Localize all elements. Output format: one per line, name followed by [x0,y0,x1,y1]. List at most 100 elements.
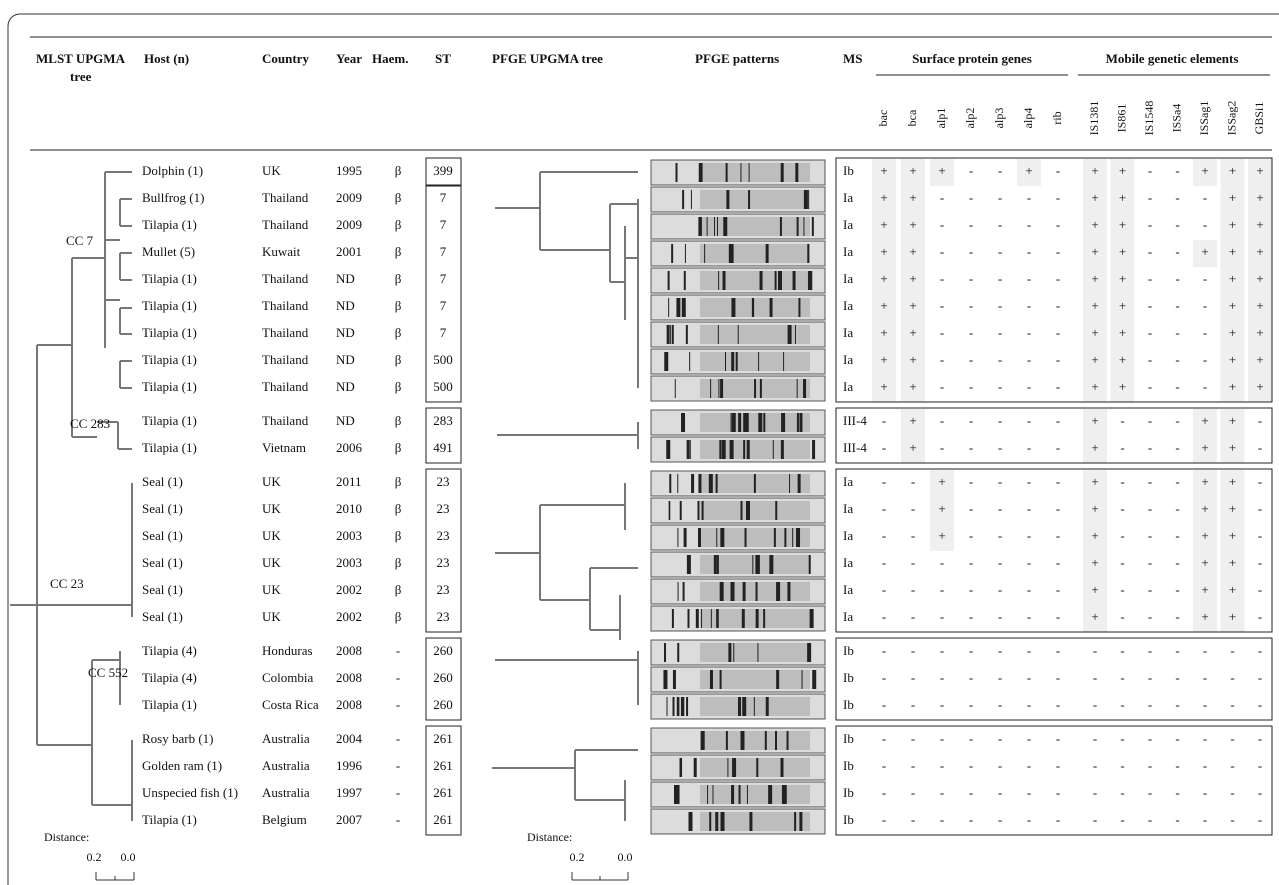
scale-label: 0.0 [121,850,136,864]
cell-shade [1110,186,1135,213]
mlst-tree [10,171,133,821]
gene-cell: - [998,785,1002,800]
cc-label: CC 283 [70,416,110,431]
mge-cell: + [1119,298,1126,313]
mge-cell: + [1119,244,1126,259]
gene-cell: - [998,697,1002,712]
gene-cell: - [998,528,1002,543]
mge-cell: - [1175,758,1179,773]
mge-cell: + [1256,271,1263,286]
cell-shade [1220,605,1245,632]
gene-cell: - [1027,298,1031,313]
gene-cell: - [1027,609,1031,624]
mge-cell: + [1256,379,1263,394]
ms: Ia [843,217,853,232]
cell-shade [1248,375,1272,402]
mge-label: ISSa4 [1169,104,1183,133]
gene-cell: - [969,413,973,428]
gel-lane [650,240,826,267]
mge-cell: + [1119,352,1126,367]
gene-cell: + [880,352,887,367]
ms: Ia [843,555,853,570]
gene-cell: - [911,474,915,489]
ms: Ia [843,325,853,340]
mge-cell: - [1148,582,1152,597]
trees [10,171,639,821]
distance-label: Distance: [527,830,572,844]
gene-cell: + [909,244,916,259]
year: ND [336,298,355,313]
host: Tilapia (1) [142,812,197,827]
year: 1996 [336,758,363,773]
mge-cell: - [1258,785,1262,800]
gene-label: rib [1050,111,1064,124]
cell-shade [1083,578,1107,605]
st: 7 [440,217,447,232]
mge-cell: + [1201,582,1208,597]
mge-cell: - [1175,812,1179,827]
gene-cell: + [1025,163,1032,178]
st: 7 [440,325,447,340]
lane-smear [700,528,810,547]
mge-cell: - [1148,413,1152,428]
gel-lane [650,159,826,186]
haem: β [395,244,402,259]
gene-cell: - [998,271,1002,286]
haem: β [395,298,402,313]
mge-cell: - [1175,582,1179,597]
lane-smear [700,190,810,209]
cell-shade [872,186,896,213]
country: Thailand [262,190,309,205]
mge-cell: + [1091,501,1098,516]
mge-cell: + [1256,217,1263,232]
mge-cell: + [1201,609,1208,624]
gene-cell: - [882,440,886,455]
st: 23 [437,555,450,570]
cell-shade [1248,294,1272,321]
mge-cell: - [1148,190,1152,205]
mge-cell: - [1203,785,1207,800]
mge-cell: + [1256,352,1263,367]
gene-cell: - [1056,440,1060,455]
cell-shade [1248,213,1272,240]
mge-cell: - [1258,440,1262,455]
mge-cell: + [1119,163,1126,178]
mge-cell: - [1148,812,1152,827]
cell-shade [1110,213,1135,240]
mge-label: IS1381 [1087,101,1101,136]
mge-cell: - [1258,413,1262,428]
country: Belgium [262,812,307,827]
year: 2003 [336,555,362,570]
gene-cell: - [969,440,973,455]
haem: β [395,609,402,624]
mge-cell: + [1091,163,1098,178]
cell-shade [901,409,925,436]
st: 7 [440,244,447,259]
gene-cell: - [940,440,944,455]
year: 2009 [336,190,362,205]
gene-cell: - [969,298,973,313]
haem: β [395,325,402,340]
gel-lane [650,605,826,632]
year: 2010 [336,501,362,516]
cell-shade [1110,240,1135,267]
header: Mobile genetic elements [1106,51,1239,66]
cell-shade [1220,436,1245,463]
gene-cell: - [998,298,1002,313]
gene-cell: - [940,352,944,367]
scale-bar [571,872,629,881]
gene-cell: - [1027,697,1031,712]
ms: Ib [843,758,854,773]
st: 260 [433,670,453,685]
haem: - [396,697,400,712]
mge-label: IS1548 [1142,101,1156,136]
mge-cell: + [1091,528,1098,543]
country: Thailand [262,352,309,367]
gel-lane [650,578,826,605]
mge-cell: + [1201,440,1208,455]
mge-cell: - [1120,555,1124,570]
ms: Ia [843,609,853,624]
host: Golden ram (1) [142,758,222,773]
mge-cell: - [1175,271,1179,286]
gene-cell: - [1056,298,1060,313]
